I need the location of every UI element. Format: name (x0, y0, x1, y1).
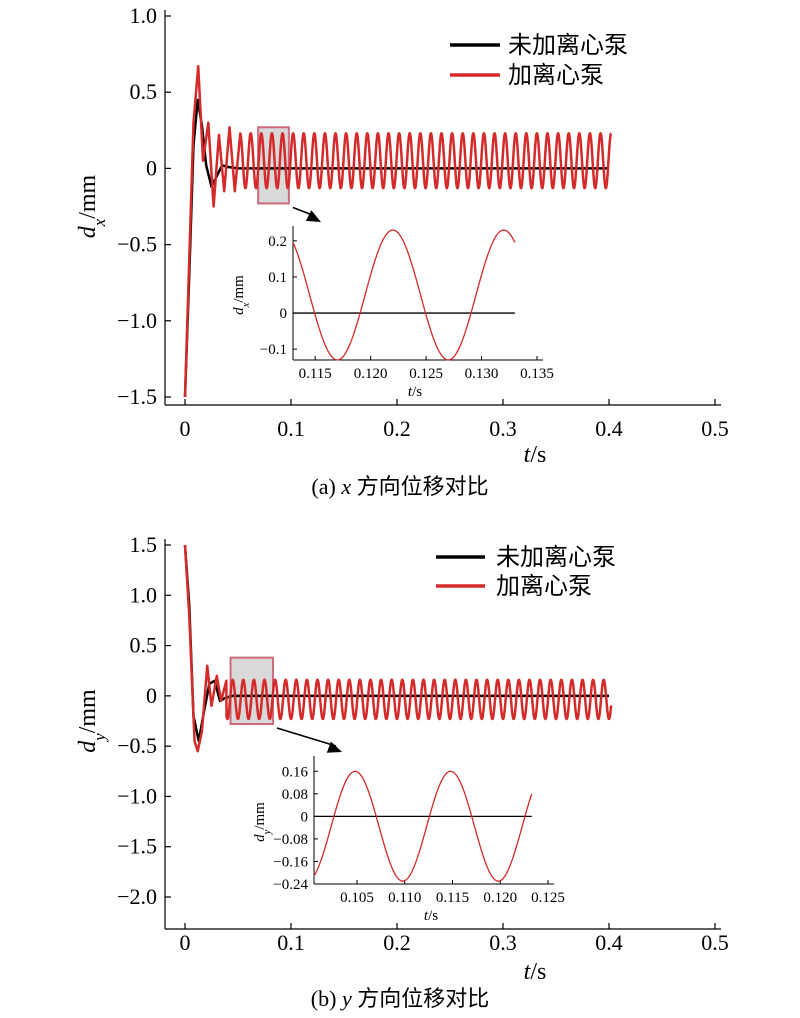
inset-y-tick-label: 0.1 (268, 270, 287, 286)
inset-x-axis-title: t/s (408, 384, 422, 400)
y-tick-label: −2.0 (117, 884, 157, 909)
inset-y-tick-label: −0.24 (273, 877, 308, 893)
y-tick-label: 0 (146, 155, 157, 180)
inset-y-tick-label: 0.16 (282, 764, 309, 780)
chart-panel-a: 1.0 0.5 0 −0.5 −1.0 −1.5 0 0.1 0.2 0.3 0.4 0.5 t/s dx… (75, 3, 729, 499)
zoom-arrow-line (276, 727, 337, 747)
inset-y-axis-title: dx/mm (231, 275, 252, 315)
y-tick-label: −1.0 (117, 308, 157, 333)
y-tick-label: −0.5 (117, 232, 157, 257)
x-tick-label: 0.3 (489, 930, 517, 955)
inset-y-tick-label: −0.1 (260, 342, 287, 358)
inset-chart: 0.16 0.08 0 −0.08 −0.16 −0.24 0.105 0.110 0.115 0… (252, 756, 565, 924)
zoom-arrow-head (326, 741, 342, 753)
y-tick-label: 1.0 (130, 3, 158, 28)
x-axis-title: t/s (524, 442, 547, 468)
x-axis-title: t/s (524, 959, 547, 985)
x-tick-label: 0.2 (383, 416, 411, 441)
y-tick-label: −1.5 (117, 384, 157, 409)
inset-y-tick-label: 0.08 (282, 787, 308, 803)
inset-x-tick-label: 0.115 (299, 366, 332, 382)
legend-label: 加离心泵 (496, 573, 592, 600)
inset-x-tick-label: 0.135 (520, 366, 554, 382)
inset-y-tick-label: 0 (301, 809, 309, 825)
inset-x-tick-label: 0.120 (483, 890, 517, 906)
x-tick-label: 0 (180, 416, 191, 441)
inset-x-tick-label: 0.110 (388, 890, 421, 906)
legend-label: 未加离心泵 (496, 544, 616, 571)
x-tick-label: 0.5 (701, 930, 729, 955)
y-tick-label: −1.5 (117, 834, 157, 859)
inset-x-tick-label: 0.125 (531, 890, 565, 906)
inset-y-tick-label: −0.16 (273, 854, 308, 870)
y-tick-label: 0.5 (130, 79, 158, 104)
series-line-pump (183, 65, 613, 398)
inset-series-pump (292, 229, 516, 361)
inset-x-tick-label: 0.130 (465, 366, 499, 382)
x-tick-label: 0.4 (595, 416, 623, 441)
inset-series-pump (313, 770, 533, 882)
y-tick-label: −0.5 (117, 733, 157, 758)
zoom-arrow-head (305, 210, 321, 222)
y-tick-label: −1.0 (117, 783, 157, 808)
inset-x-tick-label: 0.115 (436, 890, 469, 906)
y-tick-label: 1.0 (130, 582, 158, 607)
chart-panel-b: 1.5 1.0 0.5 0 −0.5 −1.0 −1.5 −2.0 0 0.1 0.2 0.3 0.4 0… (75, 532, 729, 1011)
x-tick-label: 0.2 (383, 930, 411, 955)
inset-y-axis-title: dy/mm (252, 802, 273, 842)
x-tick-label: 0.3 (489, 416, 517, 441)
y-tick-label: 0 (146, 683, 157, 708)
inset-y-tick-label: −0.08 (273, 832, 308, 848)
series-line-pump (183, 544, 613, 753)
inset-x-axis-title: t/s (424, 908, 438, 924)
y-tick-label: 0.5 (130, 633, 158, 658)
y-axis-title: dx/mm (75, 174, 109, 238)
y-axis-title: dy/mm (75, 689, 109, 753)
y-tick-label: 1.5 (130, 532, 158, 557)
x-tick-label: 0 (180, 930, 191, 955)
inset-chart: 0.2 0.1 0 −0.1 0.115 0.120 0.125 0.130 0.135 t/s d… (231, 226, 554, 400)
legend-label: 加离心泵 (508, 62, 604, 89)
inset-x-tick-label: 0.120 (354, 366, 388, 382)
inset-y-tick-label: 0 (280, 306, 288, 322)
inset-x-tick-label: 0.125 (409, 366, 443, 382)
figure-caption: (b) y 方向位移对比 (311, 986, 489, 1011)
figure-caption: (a) x 方向位移对比 (311, 474, 488, 499)
x-tick-label: 0.1 (277, 416, 305, 441)
inset-x-tick-label: 0.105 (340, 890, 374, 906)
x-tick-label: 0.4 (595, 930, 623, 955)
x-tick-label: 0.5 (701, 416, 729, 441)
legend-label: 未加离心泵 (508, 32, 628, 59)
inset-y-tick-label: 0.2 (268, 234, 287, 250)
x-tick-label: 0.1 (277, 930, 305, 955)
